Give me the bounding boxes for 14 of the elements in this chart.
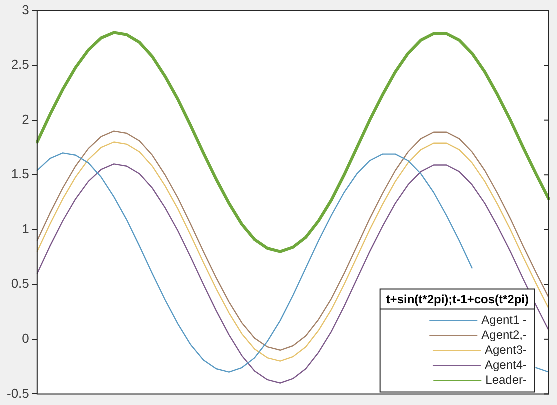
legend-title: t+sin(t*2pi);t-1+cos(t*2pi) (386, 292, 530, 307)
y-tick-label: 1.5 (11, 166, 30, 182)
legend-label: Agent2,- (482, 328, 528, 342)
legend-label: Agent1 - (482, 313, 528, 328)
y-tick-label: 0 (22, 331, 30, 346)
y-tick-label: 0.5 (11, 276, 30, 292)
legend-label: Agent4- (484, 358, 528, 372)
y-tick-label: 2.5 (11, 57, 30, 72)
y-tick-label: -0.5 (6, 386, 30, 401)
legend-label: Agent3- (484, 343, 528, 358)
y-tick-label: 2 (22, 112, 30, 127)
y-tick-label: 1 (22, 221, 30, 236)
legend-label: Leader- (486, 373, 528, 388)
y-tick-label: 3 (22, 2, 30, 18)
